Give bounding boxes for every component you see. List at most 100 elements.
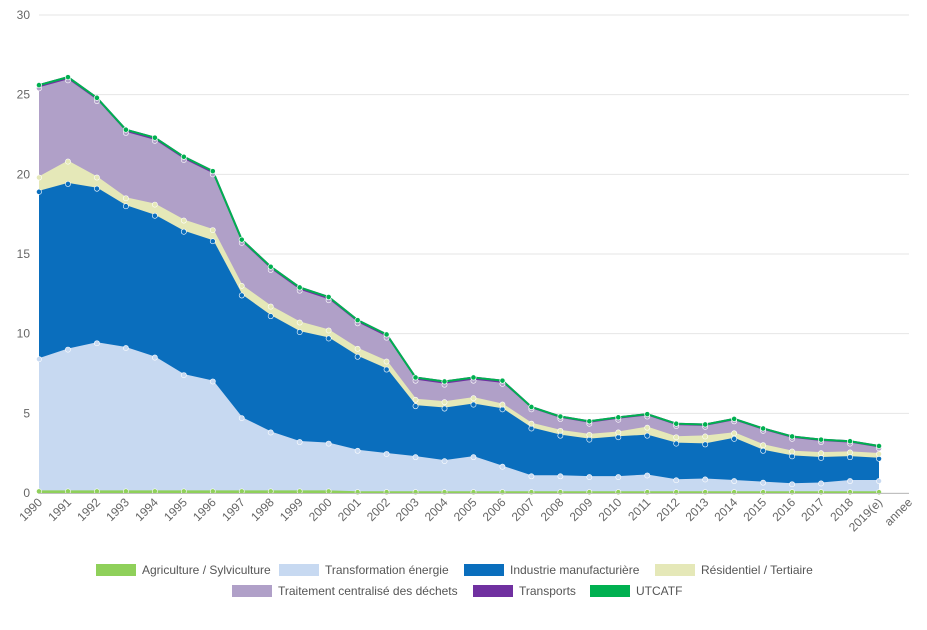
data-point[interactable] — [383, 366, 390, 373]
data-point[interactable] — [557, 473, 564, 480]
legend-swatch[interactable] — [464, 564, 504, 576]
data-point[interactable] — [586, 489, 593, 496]
data-point[interactable] — [528, 425, 535, 432]
legend-label[interactable]: Traitement centralisé des déchets — [278, 584, 458, 598]
data-point[interactable] — [673, 434, 680, 441]
data-point[interactable] — [586, 436, 593, 443]
data-point[interactable] — [470, 395, 477, 402]
data-point[interactable] — [296, 319, 303, 326]
data-point[interactable] — [499, 406, 506, 413]
data-point[interactable] — [644, 489, 651, 496]
data-point[interactable] — [412, 489, 419, 496]
data-point[interactable] — [731, 435, 738, 442]
data-point[interactable] — [702, 441, 709, 448]
data-point[interactable] — [383, 451, 390, 457]
data-point[interactable] — [644, 472, 651, 479]
data-point[interactable] — [209, 378, 216, 385]
data-point[interactable] — [412, 403, 419, 410]
data-point[interactable] — [673, 477, 680, 484]
data-point[interactable] — [528, 473, 535, 480]
data-point[interactable] — [644, 411, 651, 418]
data-point[interactable] — [354, 489, 361, 496]
data-point[interactable] — [383, 358, 390, 365]
data-point[interactable] — [528, 489, 535, 496]
data-point[interactable] — [238, 488, 245, 495]
data-point[interactable] — [470, 374, 477, 381]
data-point[interactable] — [644, 424, 651, 431]
data-point[interactable] — [789, 481, 796, 488]
data-point[interactable] — [180, 153, 187, 160]
data-point[interactable] — [876, 489, 882, 496]
legend-label[interactable]: Résidentiel / Tertiaire — [701, 563, 813, 577]
data-point[interactable] — [760, 489, 767, 496]
data-point[interactable] — [818, 489, 824, 496]
data-point[interactable] — [876, 451, 882, 457]
data-point[interactable] — [209, 227, 216, 233]
data-point[interactable] — [354, 345, 361, 352]
data-point[interactable] — [441, 405, 448, 412]
data-point[interactable] — [209, 238, 216, 245]
data-point[interactable] — [702, 433, 709, 440]
data-point[interactable] — [94, 174, 100, 181]
data-point[interactable] — [760, 447, 767, 454]
data-point[interactable] — [470, 454, 477, 461]
legend-label[interactable]: Transformation énergie — [325, 563, 449, 577]
data-point[interactable] — [412, 454, 419, 461]
legend-swatch[interactable] — [473, 585, 513, 597]
data-point[interactable] — [528, 420, 535, 427]
data-point[interactable] — [470, 489, 477, 496]
data-point[interactable] — [499, 377, 506, 384]
data-point[interactable] — [499, 489, 506, 496]
data-point[interactable] — [615, 434, 622, 441]
legend-swatch[interactable] — [590, 585, 630, 597]
data-point[interactable] — [557, 489, 564, 496]
data-point[interactable] — [180, 488, 187, 495]
data-point[interactable] — [470, 401, 477, 408]
data-point[interactable] — [615, 429, 622, 436]
data-point[interactable] — [383, 331, 390, 338]
data-point[interactable] — [151, 354, 158, 361]
data-point[interactable] — [789, 433, 796, 440]
data-point[interactable] — [209, 488, 216, 495]
data-point[interactable] — [412, 396, 419, 403]
legend-swatch[interactable] — [232, 585, 272, 597]
data-point[interactable] — [441, 489, 448, 496]
data-point[interactable] — [122, 126, 129, 133]
data-point[interactable] — [325, 294, 332, 300]
legend-swatch[interactable] — [96, 564, 136, 576]
data-point[interactable] — [499, 463, 506, 470]
data-point[interactable] — [65, 488, 71, 495]
data-point[interactable] — [673, 489, 680, 496]
data-point[interactable] — [731, 489, 738, 496]
data-point[interactable] — [296, 329, 303, 335]
data-point[interactable] — [702, 489, 709, 496]
data-point[interactable] — [644, 432, 651, 439]
data-point[interactable] — [876, 455, 882, 462]
data-point[interactable] — [441, 378, 448, 385]
data-point[interactable] — [760, 479, 767, 486]
data-point[interactable] — [122, 345, 129, 351]
data-point[interactable] — [325, 440, 332, 447]
data-point[interactable] — [586, 474, 593, 480]
data-point[interactable] — [354, 447, 361, 454]
data-point[interactable] — [151, 134, 158, 141]
data-point[interactable] — [383, 489, 390, 496]
data-point[interactable] — [818, 450, 824, 457]
data-point[interactable] — [296, 439, 303, 445]
data-point[interactable] — [151, 488, 158, 495]
data-point[interactable] — [267, 429, 274, 436]
data-point[interactable] — [731, 430, 738, 437]
data-point[interactable] — [876, 478, 882, 484]
data-point[interactable] — [731, 416, 738, 422]
data-point[interactable] — [673, 420, 680, 427]
data-point[interactable] — [267, 313, 274, 320]
data-point[interactable] — [122, 203, 129, 210]
data-point[interactable] — [267, 303, 274, 310]
data-point[interactable] — [354, 353, 361, 360]
data-point[interactable] — [180, 217, 187, 224]
data-point[interactable] — [615, 474, 622, 480]
data-point[interactable] — [65, 158, 71, 165]
data-point[interactable] — [65, 346, 71, 353]
data-point[interactable] — [760, 442, 767, 449]
data-point[interactable] — [818, 436, 824, 443]
